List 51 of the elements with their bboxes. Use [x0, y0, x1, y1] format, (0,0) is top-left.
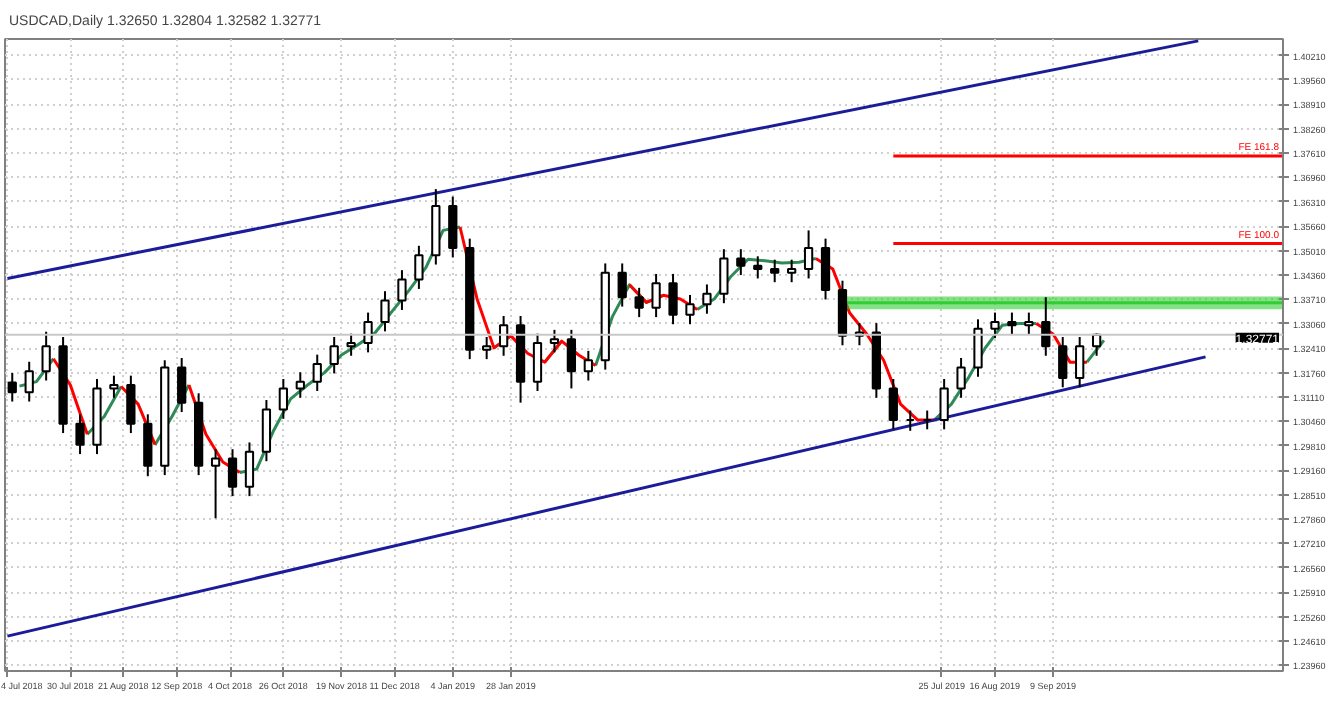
candlestick — [956, 357, 966, 399]
candlestick — [668, 272, 678, 326]
candlestick — [7, 372, 17, 403]
candlestick — [143, 413, 153, 478]
candlestick — [295, 371, 305, 399]
candlestick — [109, 374, 119, 399]
candlestick — [888, 378, 898, 431]
candlestick — [787, 258, 797, 284]
candlestick — [990, 311, 1000, 340]
candlestick — [41, 330, 51, 382]
candlestick — [820, 237, 831, 301]
candlestick — [719, 248, 729, 305]
candlestick — [227, 448, 238, 498]
candlestick — [363, 311, 373, 354]
candlestick — [770, 258, 780, 284]
candlestick — [24, 360, 34, 403]
candlestick — [482, 335, 492, 361]
candlestick — [532, 332, 543, 393]
candlestick — [346, 332, 356, 357]
candlestick — [1075, 335, 1085, 389]
candlestick — [329, 335, 339, 375]
candlestick — [837, 279, 848, 347]
candlestick — [244, 441, 255, 498]
candlestick — [803, 229, 814, 280]
candlestick — [617, 262, 627, 308]
candlestick — [397, 269, 407, 311]
candlestick — [126, 374, 136, 435]
candlestick — [1041, 296, 1051, 357]
candlestick — [261, 399, 272, 463]
candlestick — [973, 318, 983, 378]
candlestick — [448, 195, 458, 259]
candlestick — [753, 255, 763, 280]
candlestick — [414, 244, 424, 290]
candlestick — [278, 378, 288, 420]
candlestick — [1024, 311, 1034, 336]
candlestick — [651, 272, 661, 319]
candlestick — [702, 283, 712, 315]
candlestick — [177, 357, 187, 414]
candlestick — [1007, 311, 1017, 336]
candlestick — [634, 286, 644, 319]
candlestick — [1058, 335, 1068, 389]
candlestick — [380, 290, 390, 333]
candlestick — [312, 353, 322, 393]
candlestick — [549, 328, 560, 354]
candlestick — [583, 349, 593, 382]
candlestick — [939, 378, 949, 431]
candlestick — [736, 248, 746, 277]
candlestick — [685, 293, 695, 326]
candlestick — [75, 413, 85, 456]
candlestick — [210, 448, 221, 520]
candlestick — [566, 328, 577, 390]
